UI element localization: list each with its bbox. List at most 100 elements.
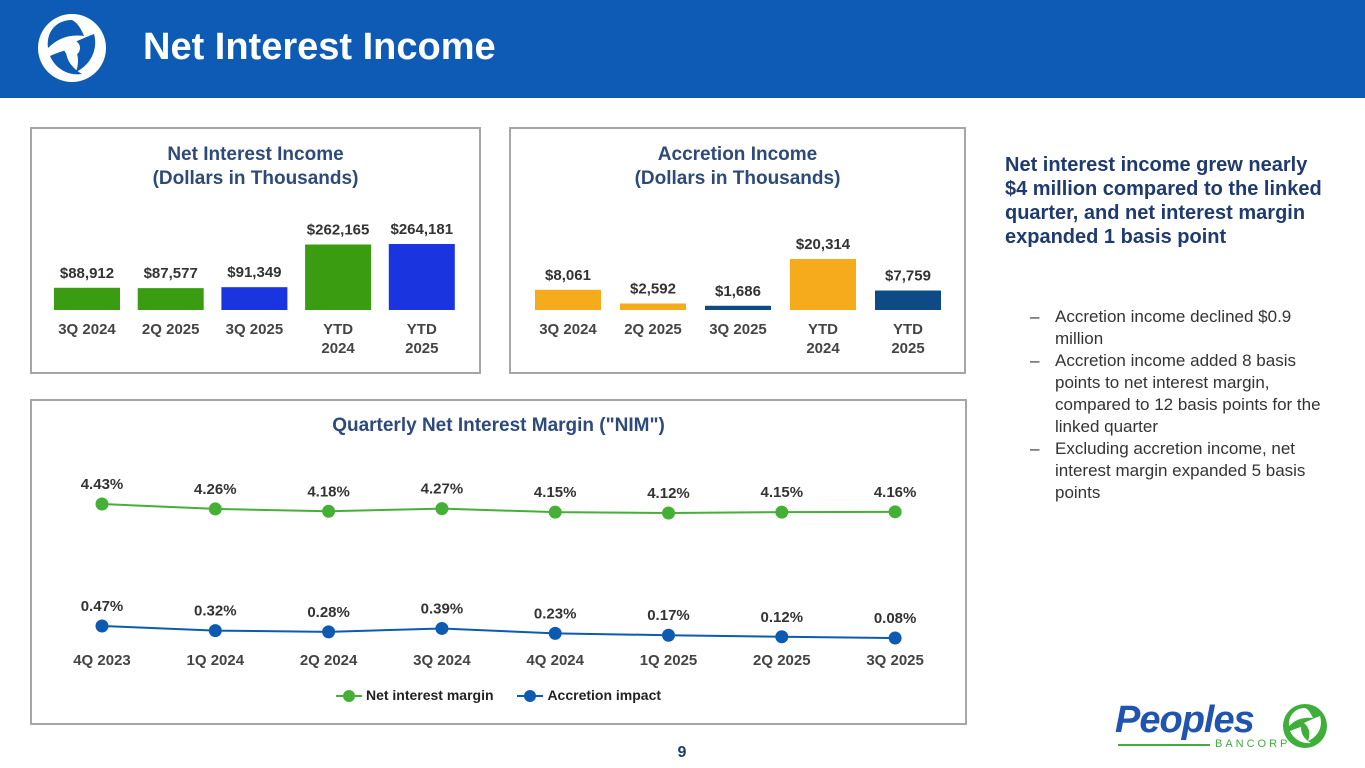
data-value-label: 0.12% (761, 609, 804, 626)
data-value-label: 4.16% (874, 484, 917, 501)
bar-value-label: $7,759 (885, 268, 931, 285)
bar-value-label: $8,061 (545, 267, 591, 284)
data-point (208, 502, 222, 516)
legend-marker-accretion-icon (517, 690, 544, 703)
data-point (208, 624, 222, 638)
bar-value-label: $20,314 (796, 236, 851, 253)
chart-bar (875, 290, 941, 310)
chart-legend: Net interest margin Accretion impact (32, 687, 965, 703)
x-tick-label: 4Q 2024 (526, 652, 584, 669)
x-tick-label: 2Q 2024 (300, 652, 358, 669)
brand-logo: Peoples BANCORP (1115, 698, 1340, 754)
legend-label: Accretion impact (547, 687, 662, 703)
data-value-label: 0.17% (647, 607, 690, 624)
data-point (775, 505, 789, 519)
bar-value-label: $262,165 (307, 222, 370, 239)
data-point (435, 621, 449, 635)
brand-name: Peoples (1115, 699, 1255, 741)
data-value-label: 4.15% (534, 484, 577, 501)
x-tick-label: YTD (323, 321, 353, 338)
accretion-income-chart-panel: Accretion Income (Dollars in Thousands) … (509, 127, 966, 374)
data-value-label: 0.32% (194, 603, 237, 620)
data-point (435, 502, 449, 516)
net-interest-income-bar-chart: $88,912 3Q 2024 $87,577 2Q 2025 $91,349 3Q 20… (54, 221, 455, 357)
data-value-label: 4.26% (194, 481, 237, 498)
chart-title-line2: (Dollars in Thousands) (634, 168, 841, 189)
x-tick-label: YTD (808, 321, 838, 338)
data-point (95, 619, 109, 633)
brand-subtitle: BANCORP (1215, 738, 1291, 750)
x-tick-label: 4Q 2023 (73, 652, 131, 669)
nim-line-chart: 4.43% 4.26% 4.18% 4.27% 4.15% 4.12% 4.15% 4.16%… (73, 476, 924, 669)
legend-label: Net interest margin (365, 687, 494, 703)
chart-title: Quarterly Net Interest Margin ("NIM") (332, 415, 665, 436)
summary-text: Net interest income grew nearly $4 milli… (1005, 154, 1322, 248)
page-title: Net Interest Income (143, 26, 496, 68)
legend-item-accretion: Accretion impact (517, 687, 661, 703)
bar-value-label: $1,686 (715, 283, 761, 300)
accretion-income-bar-chart: $8,061 3Q 2024 $2,592 2Q 2025 $1,686 3Q 2025 $… (535, 236, 941, 357)
data-value-label: 4.43% (81, 476, 124, 493)
data-point (888, 505, 902, 519)
data-point (662, 628, 675, 642)
page-number: 9 (677, 744, 687, 761)
x-tick-label: 2025 (405, 340, 438, 357)
data-point (888, 631, 902, 645)
series-line (101, 503, 896, 515)
data-point (95, 497, 109, 511)
x-tick-label: 1Q 2024 (187, 652, 245, 669)
x-tick-label: 3Q 2025 (709, 321, 767, 338)
net-interest-income-chart-panel: Net Interest Income (Dollars in Thousand… (30, 127, 481, 374)
chart-bar (535, 289, 601, 310)
data-value-label: 4.12% (647, 485, 690, 502)
x-tick-label: 3Q 2024 (539, 321, 597, 338)
data-value-label: 0.23% (534, 605, 577, 622)
bullet-item: – Accretion income declined $0.9 million (1030, 307, 1292, 348)
data-point (548, 505, 562, 519)
x-tick-label: 2025 (891, 340, 924, 357)
data-point (548, 626, 562, 640)
bar-value-label: $87,577 (144, 265, 198, 282)
x-tick-label: YTD (893, 321, 923, 338)
data-value-label: 0.08% (874, 610, 917, 627)
bullet-dash: – (1030, 439, 1040, 458)
peoples-bancorp-logo-icon (1283, 704, 1327, 748)
brand-underline (1118, 744, 1210, 746)
bar-value-label: $88,912 (60, 265, 114, 282)
bullet-dash: – (1030, 307, 1040, 326)
chart-bar (705, 305, 771, 310)
bar-value-label: $264,181 (391, 221, 454, 238)
data-point (662, 506, 675, 520)
x-tick-label: 3Q 2025 (866, 652, 924, 669)
data-value-label: 4.15% (761, 484, 804, 501)
legend-marker-nim-icon (335, 690, 362, 703)
bar-value-label: $2,592 (630, 280, 676, 297)
data-value-label: 0.28% (307, 604, 350, 621)
chart-title-line1: Accretion Income (657, 144, 818, 165)
bullet-dash: – (1030, 351, 1040, 370)
x-tick-label: 2Q 2025 (753, 652, 811, 669)
bullet-item: – Excluding accretion income, net interes… (1030, 439, 1306, 502)
series-line (101, 625, 896, 639)
legend-item-nim: Net interest margin (335, 687, 494, 703)
header-bar: Net Interest Income (0, 0, 1365, 98)
data-point (775, 630, 789, 644)
data-value-label: 0.39% (421, 600, 464, 617)
chart-title-line1: Net Interest Income (167, 144, 344, 165)
nim-chart-panel: Quarterly Net Interest Margin ("NIM") 4.… (30, 399, 967, 725)
chart-bar (221, 287, 288, 310)
chart-bar (620, 303, 686, 310)
bullet-list: – Accretion income declined $0.9 million … (1030, 306, 1330, 504)
chart-bar (305, 244, 372, 310)
data-value-label: 0.47% (81, 598, 124, 615)
data-point (322, 504, 336, 518)
peoples-logo-icon (38, 14, 106, 82)
chart-bar (388, 244, 455, 310)
x-tick-label: 2Q 2025 (624, 321, 682, 338)
x-tick-label: 1Q 2025 (640, 652, 698, 669)
x-tick-label: 3Q 2024 (58, 321, 116, 338)
x-tick-label: 3Q 2024 (413, 652, 471, 669)
data-value-label: 4.18% (307, 483, 350, 500)
bullet-item: – Accretion income added 8 basis points t… (1030, 351, 1321, 436)
x-tick-label: 2Q 2025 (142, 321, 200, 338)
